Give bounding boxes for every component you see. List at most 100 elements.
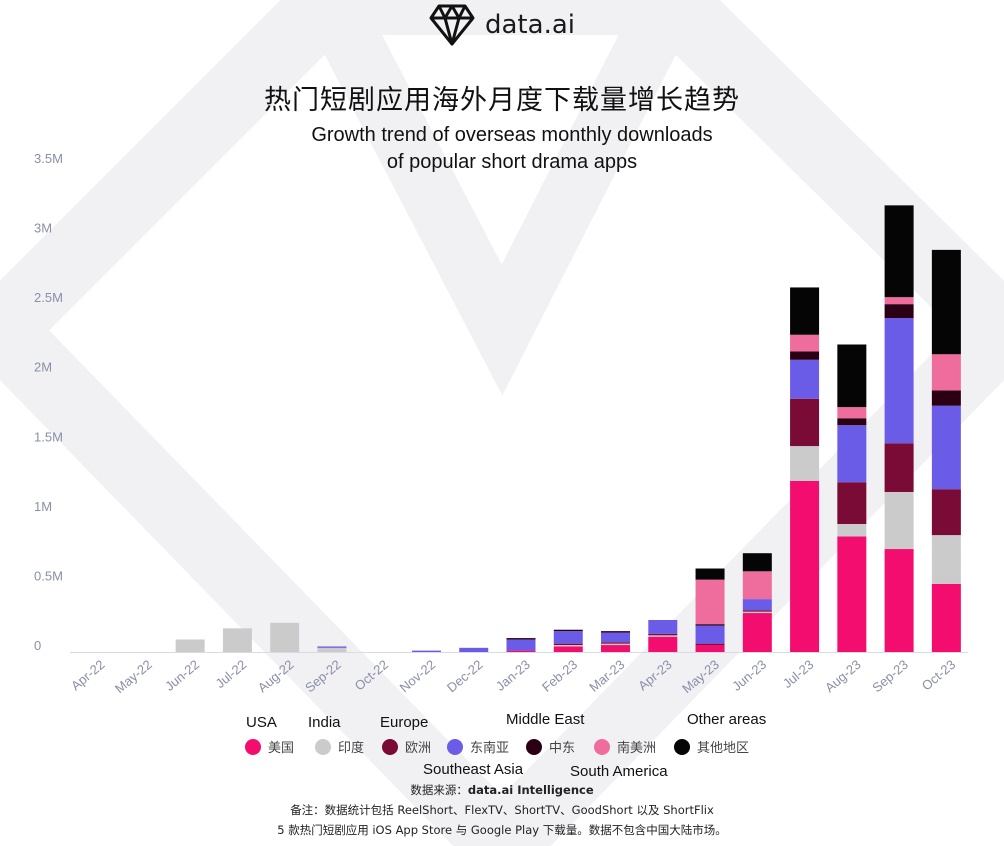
bar-south_america-jul-23 [790,334,820,352]
legend-en-usa: USA [246,714,277,731]
bar-stack-sep-23 [884,205,914,652]
x-tick-label: Jul-23 [780,657,817,691]
legend-label-middle-east: 中东 [549,741,576,756]
x-tick-label: Jun-23 [729,657,769,694]
bar-europe-apr-23 [648,633,678,636]
bar-india-aug-22 [270,622,300,652]
bar-stack-jun-22 [175,639,205,652]
bar-europe-aug-23 [837,482,867,524]
bar-middle_east-aug-23 [837,418,867,426]
chart-title-en-line2: of popular short drama apps [386,151,638,173]
bar-india-jun-23 [742,611,772,614]
x-tick-label: Sep-22 [302,657,344,695]
bar-other-may-23 [695,568,725,580]
source-name: data.ai Intelligence [467,783,594,797]
y-tick-label: 1M [34,499,52,514]
bar-usa-jul-23 [790,480,820,652]
bar-stack-oct-23 [931,249,961,652]
bar-india-aug-23 [837,523,867,537]
bar-usa-may-23 [695,645,725,652]
bar-south_america-sep-23 [884,297,914,305]
x-tick-label: Aug-23 [822,657,864,695]
y-tick-label: 3.5M [34,151,63,166]
y-axis: 0 0.5M 1M 1.5M 2M 2.5M 3M 3.5M [34,151,63,653]
bar-india-feb-23 [553,645,583,647]
bar-europe-sep-23 [884,443,914,492]
bar-usa-oct-23 [931,583,961,652]
note-line-2: 5 款热门短剧应用 iOS App Store 与 Google Play 下载… [277,823,727,837]
legend-en-europe: Europe [380,714,429,731]
brand-logo: data.ai [0,3,1004,47]
bar-middle_east-mar-23 [601,631,631,633]
bar-stack-jul-22 [222,628,252,652]
bar-usa-jan-23 [506,650,536,652]
x-tick-label: May-23 [679,657,722,696]
y-tick-label: 2.5M [34,290,63,305]
y-tick-label: 3M [34,221,52,236]
legend-swatch-middle-east [526,738,542,755]
bar-southeast_asia-sep-22 [317,646,347,648]
bar-india-oct-23 [931,535,961,584]
legend-item-south-america: 南美洲 [594,737,674,756]
bar-southeast_asia-jan-23 [506,639,536,651]
bar-usa-mar-23 [601,645,631,652]
source-label: 数据来源： [410,783,468,797]
y-tick-label: 1.5M [34,429,63,444]
bar-usa-feb-23 [553,646,583,652]
x-tick-label: Nov-22 [397,657,439,695]
bar-stack-dec-22 [459,647,489,652]
legend-en-southeast-asia: Southeast Asia [423,761,524,778]
bar-stack-may-23 [695,568,725,652]
bars-layer [175,205,961,652]
bar-usa-sep-23 [884,549,914,652]
legend-item-southeast-asia: 东南亚 [447,737,526,756]
legend-swatch-south-america [594,738,610,755]
bar-europe-jun-23 [742,610,772,612]
legend-item-usa: 美国 [245,737,315,756]
legend-item-india: 印度 [315,737,382,756]
legend-swatch-southeast-asia [447,738,463,755]
legend-en-middle-east: Middle East [506,711,585,728]
legend-swatch-usa [245,738,261,755]
bar-stack-apr-23 [648,619,678,652]
chart-title-zh: 热门短剧应用海外月度下载量增长趋势 [264,85,740,116]
bar-middle_east-jan-23 [506,638,536,640]
brand-name-main: data [485,10,544,40]
bar-southeast_asia-jul-23 [790,359,820,399]
x-axis: Apr-22 May-22 Jun-22 Jul-22 Aug-22 Sep-22 Oct-… [68,657,958,696]
bar-stack-jun-23 [742,553,772,652]
y-tick-label: 0 [34,638,41,653]
bar-europe-jul-23 [790,398,820,447]
x-tick-label: Oct-22 [352,657,392,694]
bar-usa-aug-23 [837,536,867,652]
data-source: 数据来源：data.ai Intelligence [0,782,1004,798]
bar-india-jul-22 [222,628,252,652]
bar-stack-aug-22 [270,622,300,652]
bar-stack-jul-23 [790,287,820,652]
legend-en-other-areas: Other areas [687,711,767,728]
legend-label-europe: 欧洲 [405,741,432,756]
bar-southeast_asia-aug-23 [837,425,867,483]
bar-middle_east-sep-23 [884,304,914,319]
bar-india-jul-23 [790,446,820,481]
bar-southeast_asia-oct-23 [931,405,961,490]
note-line-1: 备注：数据统计包括 ReelShort、FlexTV、ShortTV、GoodS… [290,803,714,817]
legend: 美国 印度 欧洲 东南亚 中东 南美洲 其他地区 [245,737,749,756]
bar-other-aug-23 [837,344,867,408]
brand-name: data.ai [485,10,575,40]
x-tick-label: Apr-22 [68,657,108,694]
brand-name-suffix: .ai [543,10,575,40]
bar-south_america-aug-23 [837,407,867,419]
x-tick-label: Dec-22 [444,657,486,695]
x-tick-label: Feb-23 [539,657,580,695]
chart-title-en: Growth trend of overseas monthly downloa… [0,122,1004,176]
bar-europe-may-23 [695,643,725,646]
bar-southeast_asia-sep-23 [884,318,914,444]
watermark-inner [296,0,704,396]
x-tick-label: Sep-23 [869,657,911,695]
x-tick-label: Apr-23 [635,657,675,694]
bar-usa-apr-23 [648,636,678,652]
bar-europe-oct-23 [931,489,961,536]
bar-southeast_asia-nov-22 [411,650,441,652]
